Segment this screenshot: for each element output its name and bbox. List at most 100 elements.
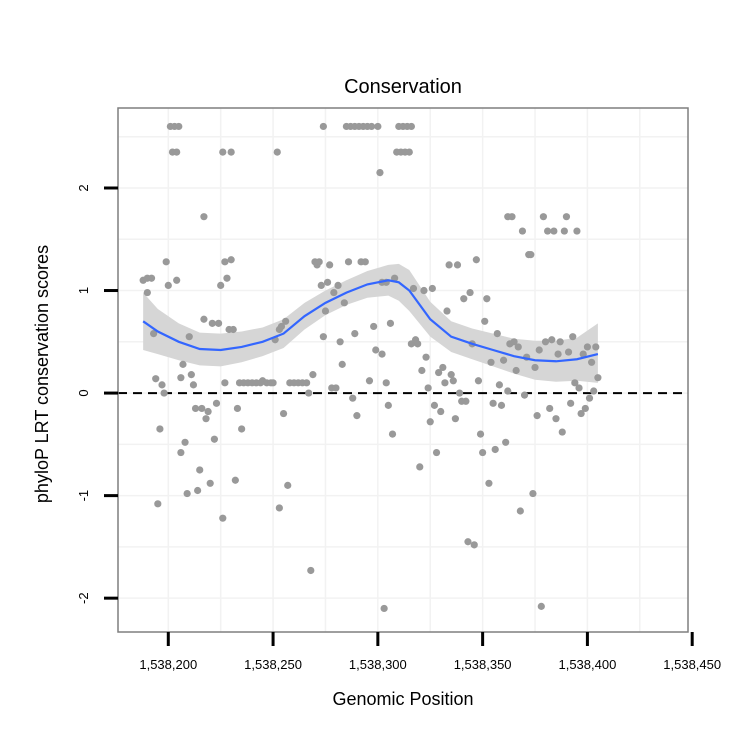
data-point — [539, 213, 548, 221]
data-point — [198, 404, 206, 413]
data-point — [588, 358, 596, 366]
x-tick-label: 1,538,200 — [139, 657, 197, 672]
data-point — [349, 394, 357, 402]
data-point — [409, 284, 418, 293]
data-point — [202, 415, 210, 423]
data-point — [581, 404, 589, 413]
data-point — [527, 251, 535, 259]
data-point — [315, 258, 323, 266]
data-point — [219, 514, 227, 522]
data-points — [139, 122, 602, 613]
data-point — [208, 319, 216, 327]
y-tick-label: -2 — [76, 592, 91, 604]
data-point — [191, 404, 200, 413]
data-point — [179, 360, 187, 368]
data-point — [273, 148, 281, 156]
data-point — [493, 329, 501, 338]
data-point — [376, 169, 384, 177]
data-point — [378, 350, 386, 358]
y-tick-label: -1 — [76, 490, 91, 502]
data-point — [388, 430, 397, 438]
data-point — [372, 346, 380, 354]
data-point — [449, 377, 457, 385]
data-point — [351, 329, 359, 338]
data-point — [323, 278, 332, 286]
y-axis-label: phyloP LRT conservation scores — [32, 245, 52, 503]
data-point — [204, 407, 212, 416]
data-point — [384, 401, 392, 409]
data-point — [391, 274, 399, 282]
data-point — [221, 258, 229, 266]
data-point — [189, 381, 198, 389]
data-point — [426, 418, 434, 426]
data-point — [238, 425, 246, 433]
x-tick-label: 1,538,450 — [663, 657, 721, 672]
data-point — [497, 401, 506, 409]
data-point — [143, 288, 151, 297]
data-point — [279, 409, 288, 418]
data-point — [462, 397, 470, 405]
data-point — [309, 371, 317, 379]
data-point — [284, 481, 292, 489]
data-point — [196, 466, 204, 474]
data-point — [445, 261, 453, 269]
data-point — [231, 476, 239, 484]
smooth-line — [142, 279, 599, 363]
data-point — [529, 489, 537, 498]
data-point — [212, 399, 221, 407]
data-point — [447, 371, 455, 379]
data-point — [495, 381, 503, 389]
data-point — [562, 213, 571, 221]
data-point — [470, 541, 478, 549]
data-point — [185, 333, 193, 341]
data-point — [214, 319, 223, 327]
data-point — [541, 338, 550, 346]
data-point — [277, 322, 286, 331]
data-point — [556, 338, 564, 346]
data-point — [590, 387, 598, 395]
data-point — [516, 507, 524, 515]
data-point — [187, 371, 195, 379]
data-point — [483, 295, 491, 303]
data-point — [206, 479, 214, 487]
y-tick-label: 2 — [76, 184, 91, 191]
confidence-band — [143, 263, 598, 383]
data-point — [520, 391, 529, 399]
data-point — [152, 375, 160, 383]
data-point — [177, 374, 185, 382]
data-point — [407, 122, 415, 131]
data-point — [344, 258, 353, 266]
data-point — [472, 256, 480, 264]
data-point — [435, 368, 443, 377]
data-point — [156, 425, 164, 433]
data-point — [221, 379, 229, 387]
data-point — [223, 274, 231, 282]
data-point — [414, 340, 422, 348]
data-point — [307, 566, 315, 575]
data-point — [485, 479, 493, 487]
data-point — [502, 438, 510, 446]
data-point — [181, 438, 189, 446]
smooth-line-group — [142, 279, 599, 363]
data-point — [543, 227, 552, 235]
data-point — [319, 122, 327, 131]
data-point — [227, 256, 235, 264]
data-point — [577, 409, 585, 418]
panel-border — [117, 107, 689, 633]
data-point — [533, 412, 541, 420]
data-point — [430, 401, 439, 409]
x-tick-label: 1,538,400 — [558, 657, 616, 672]
data-point — [177, 448, 185, 457]
data-point — [432, 448, 441, 457]
data-point — [508, 213, 516, 221]
data-point — [510, 338, 518, 346]
chart-title: Conservation — [344, 76, 462, 98]
data-point — [453, 261, 462, 269]
data-point — [319, 333, 327, 341]
data-point — [575, 384, 583, 392]
data-point — [481, 317, 489, 325]
data-point — [546, 404, 554, 413]
x-tick-label: 1,538,250 — [244, 657, 302, 672]
data-point — [338, 360, 346, 368]
data-point — [558, 428, 566, 436]
